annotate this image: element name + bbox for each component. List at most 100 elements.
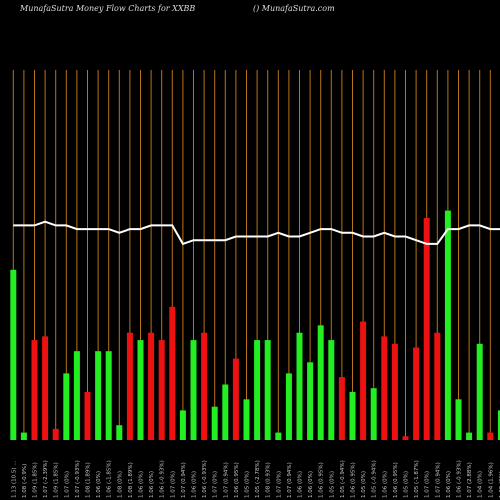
bar <box>391 343 398 440</box>
x-tick-label: 1.05 (-0.94%) <box>340 460 346 498</box>
bar <box>105 351 112 440</box>
bar <box>158 340 165 440</box>
bar <box>275 432 282 440</box>
bar <box>10 269 17 440</box>
x-tick-label: 1.09 (1.85%) <box>54 462 60 498</box>
x-tick-label: 1.08 (0.93%) <box>266 462 272 498</box>
bar <box>31 340 38 440</box>
bar <box>370 388 377 440</box>
bar <box>476 343 483 440</box>
bar <box>211 406 218 440</box>
bar <box>116 425 123 440</box>
bar <box>264 340 271 440</box>
site-credit: () MunafaSutra.com <box>253 4 335 13</box>
x-tick-label: 1.07 (0%) <box>213 471 219 498</box>
x-tick-label: 1.06 (0%) <box>308 471 314 498</box>
bar <box>20 432 27 440</box>
bar <box>444 210 451 440</box>
x-tick-label: 1.04 (0%) <box>478 471 484 498</box>
x-tick-label: 1.06 (0.95%) <box>234 462 240 498</box>
x-tick-label: 1.07 (-0.93%) <box>75 460 81 498</box>
bar <box>402 436 409 440</box>
bar <box>466 432 473 440</box>
x-tick-label: 1.07 (0%) <box>64 471 70 498</box>
bar <box>328 340 335 440</box>
bar <box>126 332 133 440</box>
x-tick-label: 1.07 (0%) <box>425 471 431 498</box>
bar <box>63 373 70 440</box>
x-tick-label: 1.07 (0.94%) <box>181 462 187 498</box>
x-tick-label: 1.06 (0%) <box>446 471 452 498</box>
x-tick-label: 1.06 (0%) <box>382 471 388 498</box>
x-tick-label: 1.05 (0%) <box>329 471 335 498</box>
x-tick-label: 1.06 (0%) <box>149 471 155 498</box>
bars <box>10 210 500 440</box>
bar <box>84 391 91 440</box>
x-tick-label: 1.08 (-0.9%) <box>22 464 28 498</box>
x-tick-label: 1.07 (0%) <box>170 471 176 498</box>
x-tick-label: 1.06 (-0.93%) <box>202 460 208 498</box>
x-tick-label: 1.08 (1.89%) <box>128 462 134 498</box>
x-tick-label: 1.07 (0%) <box>276 471 282 498</box>
bar <box>254 340 261 440</box>
bar <box>487 432 494 440</box>
x-tick-label: 1.05 (0%) <box>245 471 251 498</box>
x-tick-label: 1.07 (0.94%) <box>287 462 293 498</box>
bar <box>317 325 324 440</box>
x-tick-label: 1.06 (0.95%) <box>351 462 357 498</box>
bar <box>232 358 239 440</box>
x-tick-label: 1.08 (0%) <box>117 471 123 498</box>
bar <box>338 377 345 440</box>
x-tick-label: 1.07 (0.94%) <box>435 462 441 498</box>
x-tick-label: 1.04 (1.96%) <box>488 462 494 498</box>
x-tick-label: 1.06 (0.95%) <box>393 462 399 498</box>
bar <box>423 218 430 440</box>
x-tick-label: 1.06 (-0.93%) <box>457 460 463 498</box>
bar <box>169 306 176 440</box>
x-tick-label: 1.05 (-2.78%) <box>255 460 261 498</box>
bar <box>434 332 441 440</box>
bar <box>73 351 80 440</box>
x-tick-label: 1.06 (0%) <box>139 471 145 498</box>
x-tick-label: 1.13 (10.5) ... <box>11 460 17 498</box>
bar <box>201 332 208 440</box>
x-tick-label: 1.02 (0%) <box>499 471 500 498</box>
x-tick-labels: 1.13 (10.5) ... 1.08 (-0.9%) 1.09 (1.85%) 1… <box>11 460 500 498</box>
bar <box>455 399 462 440</box>
x-tick-label: 1.08 (1.89%) <box>86 462 92 498</box>
bar <box>413 347 420 440</box>
x-tick-label: 1.06 (0%) <box>96 471 102 498</box>
bar <box>307 362 314 440</box>
bar <box>95 351 102 440</box>
bar <box>148 332 155 440</box>
x-tick-label: 1.07 (0.94%) <box>223 462 229 498</box>
bar <box>349 391 356 440</box>
bar <box>179 410 186 440</box>
bar <box>285 373 292 440</box>
x-tick-label: 1.05 (-1.87%) <box>414 460 420 498</box>
bar <box>137 340 144 440</box>
bar <box>360 321 367 440</box>
x-tick-label: 1.09 (1.85%) <box>33 462 39 498</box>
bar <box>243 399 250 440</box>
x-tick-label: 1.06 (0%) <box>298 471 304 498</box>
bar <box>381 336 388 440</box>
x-tick-label: 1.05 (0%) <box>361 471 367 498</box>
money-flow-line <box>13 220 500 246</box>
x-tick-label: 1.05 (-0.94%) <box>372 460 378 498</box>
bar <box>52 428 59 440</box>
x-tick-label: 1.06 (-0.93%) <box>160 460 166 498</box>
bar <box>497 410 500 440</box>
bar <box>190 340 197 440</box>
x-tick-label: 1.07 (2.88%) <box>467 462 473 498</box>
x-tick-label: 1.06 (-1.85%) <box>107 460 113 498</box>
bar <box>296 332 303 440</box>
x-tick-label: 1.07 (-2.39%) <box>43 460 49 498</box>
x-tick-label: 1.06 (0%) <box>192 471 198 498</box>
bar <box>42 336 49 440</box>
x-tick-label: 1.06 (0.95%) <box>319 462 325 498</box>
x-tick-label: 1.05 (0%) <box>404 471 410 498</box>
chart-title: MunafaSutra Money Flow Charts for XXBB <box>20 4 196 13</box>
bar <box>222 384 229 440</box>
